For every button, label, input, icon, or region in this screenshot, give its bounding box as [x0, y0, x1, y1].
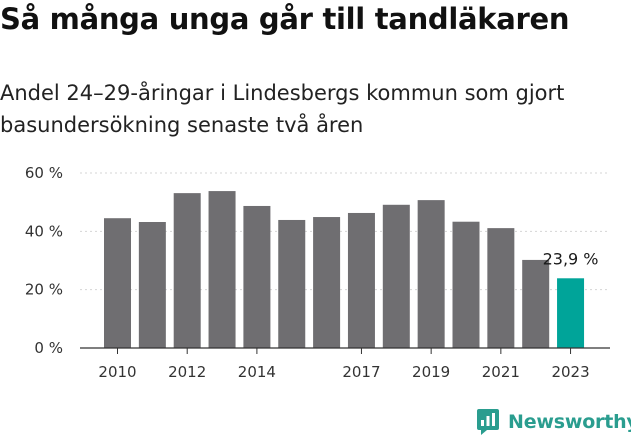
x-tick-label: 2021	[482, 363, 520, 381]
x-tick-label: 2014	[238, 363, 276, 381]
y-tick-label: 40 %	[25, 222, 63, 240]
y-tick-label: 0 %	[34, 339, 63, 357]
bar-2016	[313, 217, 341, 348]
gridlines	[80, 172, 610, 291]
labels: 0 % 20 % 40 % 60 % 2010 2012 2014 2017 2019 2021 2…	[25, 164, 599, 381]
x-tick-label: 2010	[98, 363, 136, 381]
x-tick-label: 2012	[168, 363, 206, 381]
x-tick-label: 2017	[342, 363, 380, 381]
bar-2019	[417, 200, 445, 348]
y-tick-label: 20 %	[25, 281, 63, 299]
bar-2022	[522, 259, 550, 348]
x-tick-label: 2019	[412, 363, 450, 381]
bar-2010	[104, 218, 131, 348]
bar-2015	[278, 219, 306, 348]
bar-2014	[243, 205, 271, 348]
chart-subtitle: Andel 24–29-åringar i Lindesbergs kommun…	[0, 81, 565, 137]
bar-2012	[173, 193, 201, 349]
bar-2023	[557, 278, 585, 348]
bar-2013	[208, 191, 236, 348]
brand-name: Newsworthy	[508, 411, 631, 433]
axes	[80, 347, 610, 354]
data-label: 23,9 %	[543, 249, 599, 268]
newsworthy-logo-icon	[477, 409, 499, 435]
bar-2018	[382, 204, 410, 348]
bar-2020	[452, 221, 480, 348]
bars	[104, 191, 585, 349]
chart-title: Så många unga går till tandläkaren	[0, 2, 570, 36]
bar-2017	[347, 212, 375, 348]
y-tick-label: 60 %	[25, 164, 63, 182]
x-tick-label: 2023	[551, 363, 589, 381]
bar-2011	[138, 222, 166, 348]
bar-2021	[487, 228, 515, 349]
newsworthy-logo: Newsworthy	[476, 406, 631, 438]
